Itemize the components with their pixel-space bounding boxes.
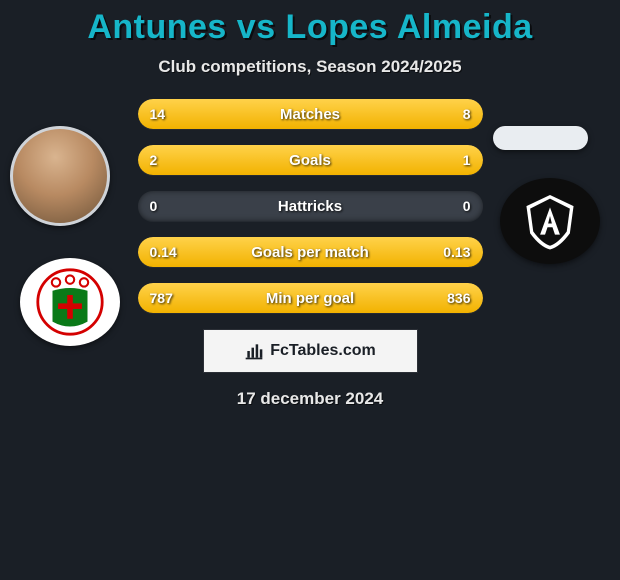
- stat-bar-left: [138, 145, 368, 175]
- stat-label: Hattricks: [138, 191, 483, 221]
- stat-value-right: 0: [463, 191, 471, 221]
- stat-bar-right: [305, 283, 483, 313]
- brand-text: FcTables.com: [270, 342, 376, 360]
- stat-row-mpg: 787 Min per goal 836: [138, 283, 483, 313]
- stat-bar-right: [357, 99, 483, 129]
- brand-footer: FcTables.com: [203, 329, 418, 373]
- stat-bar-right: [317, 237, 483, 267]
- stat-bar-left: [138, 237, 317, 267]
- stat-row-goals: 2 Goals 1: [138, 145, 483, 175]
- stat-bar-right: [368, 145, 483, 175]
- comparison-card: Antunes vs Lopes Almeida Club competitio…: [0, 0, 620, 409]
- stat-row-gpm: 0.14 Goals per match 0.13: [138, 237, 483, 267]
- stat-row-hattricks: 0 Hattricks 0: [138, 191, 483, 221]
- page-title: Antunes vs Lopes Almeida: [0, 8, 620, 47]
- stat-bar-left: [138, 99, 357, 129]
- stat-value-left: 0: [150, 191, 158, 221]
- stat-row-matches: 14 Matches 8: [138, 99, 483, 129]
- stat-bar-left: [138, 283, 305, 313]
- stats-table: 14 Matches 8 2 Goals 1 0 Hattricks 0 0.1…: [0, 99, 620, 313]
- page-subtitle: Club competitions, Season 2024/2025: [0, 57, 620, 77]
- date-label: 17 december 2024: [0, 389, 620, 409]
- bar-chart-icon: [244, 341, 264, 361]
